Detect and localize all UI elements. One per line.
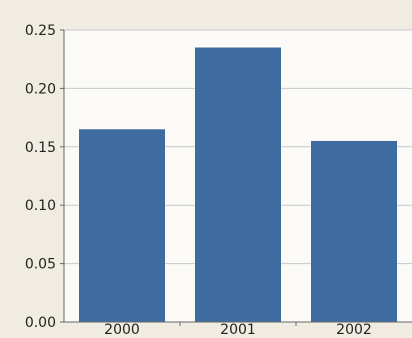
x-tick-label: 2001	[220, 322, 256, 338]
y-tick-label: 0.05	[25, 257, 56, 273]
y-tick-label: 0.20	[25, 81, 56, 97]
bar-2000	[79, 129, 165, 322]
bars	[79, 47, 397, 323]
tick-labels: 0.00 0.05 0.10 0.15 0.20 0.25 2000 2001 2002	[25, 23, 372, 338]
axes	[60, 29, 412, 326]
y-tick-label: 0.00	[25, 315, 56, 331]
y-tick-label: 0.25	[25, 23, 56, 39]
x-tick-label: 2002	[336, 322, 372, 338]
x-tick-label: 2000	[104, 322, 140, 338]
y-tick-label: 0.10	[25, 198, 56, 214]
bar-2002	[311, 140, 397, 322]
y-tick-label: 0.15	[25, 140, 56, 156]
bar-2001	[195, 47, 281, 323]
